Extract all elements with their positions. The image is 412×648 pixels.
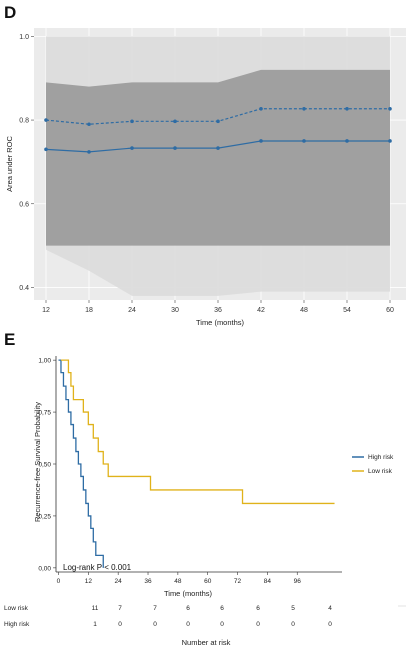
auc-chart: 0.4 0.6 0.8 1.0 12 18 24 30 36 42 48 54 60 Time (mo… — [5, 28, 406, 327]
km-x-tick-label: 84 — [264, 578, 272, 585]
risk-table-cells: 11 7 7 6 6 6 5 4 1 0 0 0 0 0 0 0 — [92, 605, 333, 628]
auc-point — [388, 106, 392, 111]
km-x-tick-label: 48 — [174, 578, 182, 585]
risk-table-cell: 6 — [186, 605, 190, 612]
auc-point — [259, 106, 263, 111]
km-x-tick-label: 72 — [234, 578, 242, 585]
risk-table-cell: 7 — [153, 605, 157, 612]
auc-point — [173, 119, 177, 124]
risk-table-cell: 11 — [92, 605, 99, 612]
km-y-tick-label: 0,50 — [38, 462, 51, 469]
km-chart: 0,00 0,25 0,50 0,75 1,00 0 12 24 36 48 60 72 84 96 R… — [33, 356, 394, 598]
auc-point — [130, 119, 134, 124]
risk-table-cell: 0 — [291, 621, 295, 628]
auc-point — [302, 139, 306, 143]
risk-row-label-high: High risk — [4, 621, 30, 628]
km-y-tick-label: 1,00 — [38, 358, 51, 365]
auc-point — [44, 147, 48, 152]
km-x-tick-label: 36 — [144, 578, 152, 585]
legend-label-high-risk: High risk — [368, 454, 394, 461]
km-y-tick-label: 0,00 — [38, 565, 51, 572]
panel-label-e: E — [4, 330, 15, 349]
auc-x-tick-label: 42 — [257, 307, 265, 314]
km-y-axis-title: Recurrence-free Survival Probability — [33, 402, 42, 522]
risk-table-cell: 5 — [291, 605, 295, 612]
panel-label-d: D — [4, 3, 16, 22]
auc-x-tick-label: 12 — [42, 307, 50, 314]
km-legend: High risk Low risk — [352, 454, 394, 475]
km-x-tick-label: 0 — [57, 578, 61, 585]
auc-y-tick-label: 0.8 — [19, 118, 29, 125]
km-x-tick-label: 24 — [115, 578, 123, 585]
auc-point — [216, 119, 220, 124]
km-x-ticks: 0 12 24 36 48 60 72 84 96 — [57, 572, 302, 585]
risk-table-cell: 0 — [118, 621, 122, 628]
auc-x-axis-title: Time (months) — [196, 318, 245, 327]
auc-band-inner — [46, 69, 390, 246]
risk-row-label-low: Low risk — [4, 605, 29, 612]
auc-point — [216, 146, 220, 150]
auc-x-tick-label: 54 — [343, 307, 351, 314]
km-x-tick-label: 12 — [85, 578, 93, 585]
risk-table-cell: 6 — [256, 605, 260, 612]
risk-table-cell: 6 — [220, 605, 224, 612]
km-x-axis-title: Time (months) — [164, 589, 213, 598]
km-x-tick-label: 96 — [294, 578, 302, 585]
km-curve-low-risk — [60, 359, 335, 505]
km-x-tick-label: 60 — [204, 578, 212, 585]
auc-y-tick-label: 0.4 — [19, 285, 29, 292]
auc-y-tick-label: 0.6 — [19, 201, 29, 208]
auc-point — [345, 139, 349, 143]
km-curves — [58, 359, 335, 568]
auc-x-tick-label: 60 — [386, 307, 394, 314]
auc-x-tick-label: 24 — [128, 307, 136, 314]
auc-y-axis-title: Area under ROC — [5, 135, 14, 191]
risk-table-cell: 0 — [220, 621, 224, 628]
auc-x-tick-label: 18 — [85, 307, 93, 314]
auc-point — [44, 118, 48, 122]
risk-table-cell: 4 — [328, 605, 332, 612]
risk-table-cell: 0 — [153, 621, 157, 628]
auc-confidence-bands — [46, 36, 390, 296]
km-logrank-annotation: Log-rank P < 0.001 — [63, 563, 132, 572]
auc-x-tick-label: 48 — [300, 307, 308, 314]
risk-table-cell: 0 — [186, 621, 190, 628]
auc-y-tick-label: 1.0 — [19, 34, 29, 41]
auc-point — [87, 150, 91, 154]
km-y-ticks: 0,00 0,25 0,50 0,75 1,00 — [38, 358, 56, 572]
risk-table-cell: 7 — [118, 605, 122, 612]
risk-table-title: Number at risk — [182, 638, 231, 647]
risk-table-cell: 0 — [328, 621, 332, 628]
auc-point — [259, 139, 263, 143]
auc-point — [173, 146, 177, 150]
auc-point — [302, 106, 306, 111]
risk-table-cell: 0 — [256, 621, 260, 628]
risk-table: Low risk High risk 11 7 7 6 6 6 5 4 1 0 0 0 0 0 0 0 Num… — [4, 605, 406, 647]
km-curve-high-risk — [58, 359, 104, 568]
auc-point — [345, 106, 349, 111]
auc-x-ticks: 12 18 24 30 36 42 48 54 60 — [42, 300, 394, 314]
auc-point — [388, 139, 392, 143]
auc-lines — [44, 106, 392, 154]
risk-table-cell: 1 — [93, 621, 97, 628]
auc-y-ticks: 0.4 0.6 0.8 1.0 — [19, 34, 34, 292]
km-y-tick-label: 0,25 — [38, 513, 51, 520]
auc-x-tick-label: 36 — [214, 307, 222, 314]
auc-x-tick-label: 30 — [171, 307, 179, 314]
legend-label-low-risk: Low risk — [368, 468, 393, 475]
auc-point — [130, 146, 134, 150]
km-y-tick-label: 0,75 — [38, 410, 51, 417]
auc-point — [87, 122, 91, 127]
